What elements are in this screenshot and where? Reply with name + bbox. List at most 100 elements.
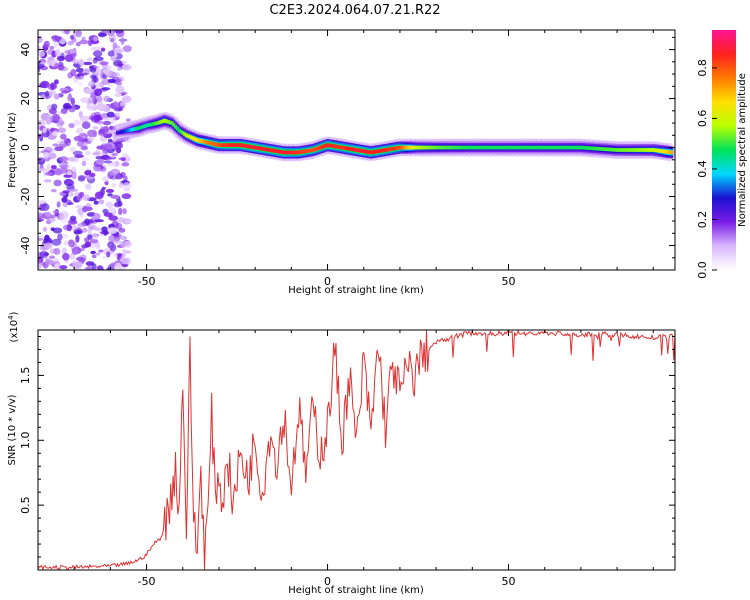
noise-speckle xyxy=(51,103,58,110)
ridge-cell xyxy=(387,147,391,152)
noise-speckle xyxy=(70,97,76,106)
ridge-cell xyxy=(528,145,532,150)
ridge-cell xyxy=(644,148,648,152)
ridge-cell xyxy=(202,140,207,144)
ridge-cell xyxy=(260,146,265,151)
noise-speckle xyxy=(52,143,59,147)
ridge-cell xyxy=(289,150,294,155)
noise-speckle xyxy=(111,153,118,157)
noise-speckle xyxy=(54,93,60,100)
noise-speckle xyxy=(84,170,91,176)
noise-speckle xyxy=(87,129,97,138)
ridge-cell xyxy=(334,144,339,149)
ridge-cell xyxy=(535,145,540,150)
ridge-cell xyxy=(468,145,473,150)
ridge-cell xyxy=(119,130,123,134)
noise-speckle xyxy=(77,193,83,199)
ridge-cell xyxy=(517,145,522,150)
noise-speckle xyxy=(96,158,105,165)
ridge-cell xyxy=(201,139,205,144)
ridge-cell xyxy=(385,147,389,152)
ridge-cell xyxy=(450,145,455,150)
noise-speckle xyxy=(87,136,95,142)
noise-speckle xyxy=(71,248,79,255)
ridge-cell xyxy=(220,143,225,147)
noise-speckle xyxy=(63,240,68,246)
ridge-cell xyxy=(155,121,160,125)
ridge-cell xyxy=(295,150,299,155)
snr-frame xyxy=(37,329,676,571)
noise-speckle xyxy=(67,94,72,102)
noise-speckle xyxy=(116,113,121,117)
snr-scale-label: (x104) xyxy=(7,311,20,342)
noise-speckle xyxy=(45,211,52,218)
noise-speckle xyxy=(44,259,54,265)
ridge-cell xyxy=(210,141,214,146)
ridge-cell xyxy=(552,145,556,150)
noise-speckle xyxy=(73,75,79,84)
ridge-cell xyxy=(177,128,181,133)
noise-speckle xyxy=(56,201,61,208)
ridge-cell xyxy=(604,147,608,152)
noise-speckle xyxy=(123,240,132,248)
noise-speckle xyxy=(50,82,57,89)
noise-speckle xyxy=(96,95,103,103)
ridge-cell xyxy=(660,149,665,154)
noise-speckle xyxy=(52,227,63,234)
ridge-cell xyxy=(309,148,313,153)
noise-speckle xyxy=(93,50,103,58)
snr-xlabel: Height of straight line (km) xyxy=(288,585,424,596)
noise-speckle xyxy=(75,127,84,134)
ridge-cell xyxy=(651,148,655,152)
colorbar-tick-label: 0.0 xyxy=(696,261,709,279)
noise-speckle xyxy=(107,78,117,84)
ridge-cell xyxy=(622,148,627,152)
ridge-cell xyxy=(599,147,603,151)
noise-speckle xyxy=(52,113,61,122)
ridge-cell xyxy=(382,148,386,153)
ridge-cell xyxy=(662,149,666,154)
ridge-cell xyxy=(277,149,281,154)
ridge-cell xyxy=(157,120,161,125)
x-tick-label: 0 xyxy=(324,575,331,588)
ridge-cell xyxy=(570,145,574,150)
ridge-cell xyxy=(344,146,348,150)
colorbar-tick-label: 0.8 xyxy=(696,59,709,77)
noise-speckle xyxy=(72,150,83,156)
ridge-cell xyxy=(398,145,402,150)
noise-speckle xyxy=(60,107,68,114)
colorbar xyxy=(712,30,736,270)
ridge-cell xyxy=(633,148,637,152)
noise-speckle xyxy=(62,190,71,194)
noise-speckle xyxy=(93,88,103,97)
ridge-cell xyxy=(132,127,136,131)
ridge-cell xyxy=(324,143,328,148)
noise-speckle xyxy=(93,111,101,117)
ridge-cell xyxy=(648,148,652,152)
ridge-cell xyxy=(626,148,630,152)
noise-speckle xyxy=(81,244,89,249)
ridge-cell xyxy=(445,145,449,150)
noise-speckle xyxy=(94,219,105,223)
ridge-cell xyxy=(172,123,176,127)
ridge-cell xyxy=(521,145,525,150)
noise-speckle xyxy=(82,61,93,66)
ridge-cell xyxy=(640,148,645,152)
ridge-cell xyxy=(325,143,330,147)
ridge-cell xyxy=(164,119,169,124)
ridge-cell xyxy=(541,145,545,150)
ridge-cell xyxy=(175,126,180,131)
noise-speckle xyxy=(103,229,108,236)
ridge-cell xyxy=(291,150,295,155)
noise-speckle xyxy=(81,157,90,161)
ridge-cell xyxy=(273,149,277,153)
ridge-cell xyxy=(239,143,243,147)
ridge-cell xyxy=(356,148,361,153)
noise-speckle xyxy=(121,258,129,264)
ridge-cell xyxy=(246,144,250,149)
ridge-cell xyxy=(316,146,321,150)
ridge-cell xyxy=(550,145,554,150)
noise-speckle xyxy=(64,50,71,55)
ridge-cell xyxy=(581,145,585,150)
ridge-cell xyxy=(427,145,431,150)
